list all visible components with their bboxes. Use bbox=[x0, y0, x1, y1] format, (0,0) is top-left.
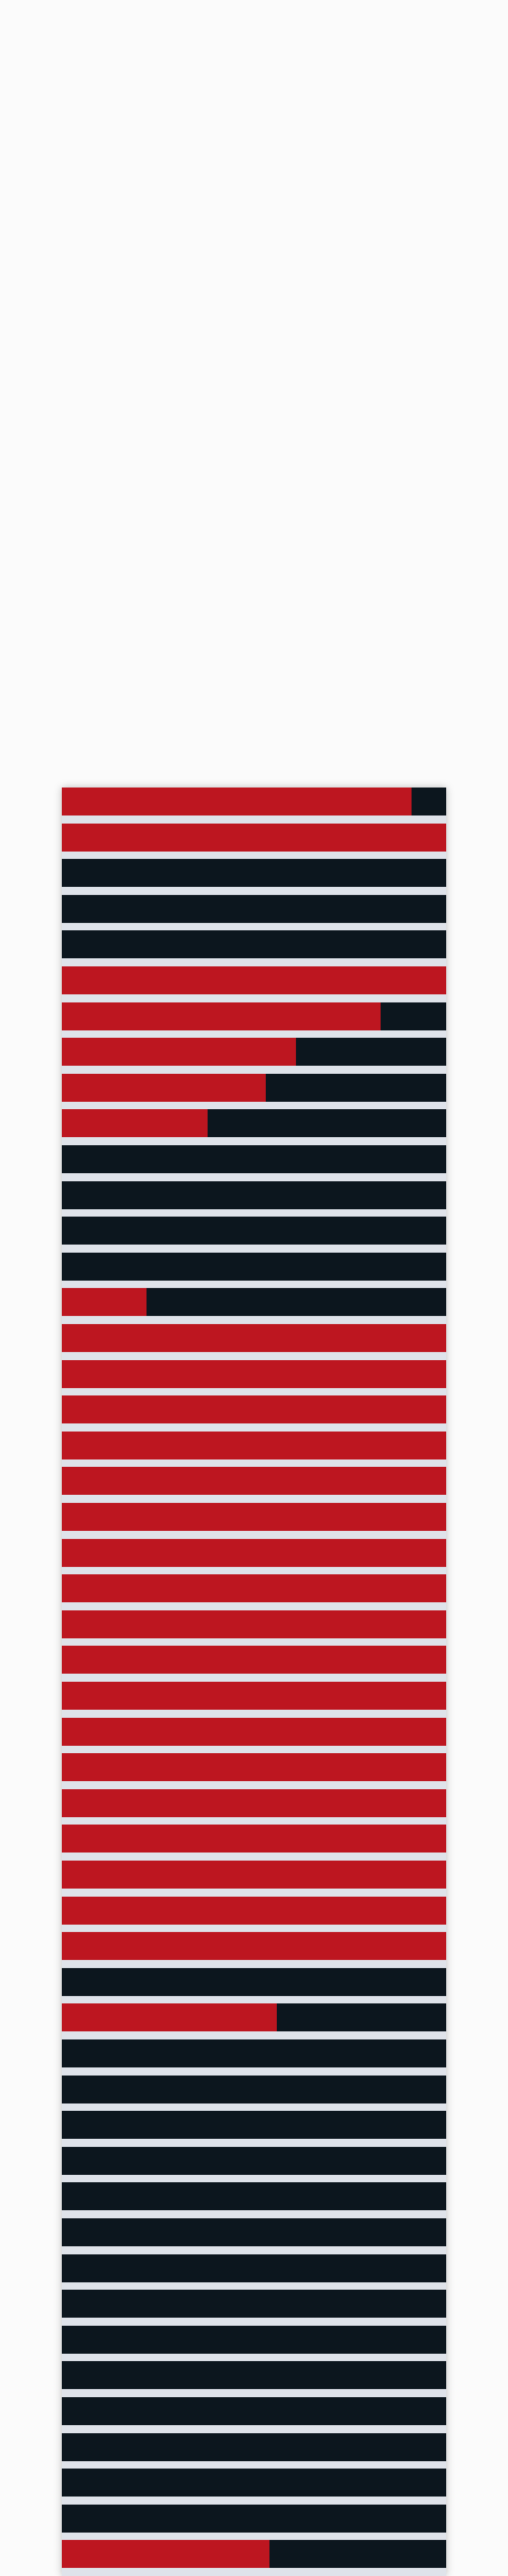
bar-row bbox=[62, 1145, 446, 1173]
bar-row bbox=[62, 2182, 446, 2211]
bar-row bbox=[62, 966, 446, 994]
bar-row bbox=[62, 1788, 446, 1817]
bar-fill bbox=[62, 2003, 278, 2032]
bar-row bbox=[62, 930, 446, 959]
bar-fill bbox=[62, 1073, 266, 1102]
bar-row bbox=[62, 1395, 446, 1424]
bar-fill bbox=[62, 1288, 147, 1317]
bar-fill bbox=[62, 1359, 446, 1388]
bar-fill bbox=[62, 1002, 381, 1030]
bar-row bbox=[62, 2325, 446, 2354]
bar-row bbox=[62, 1002, 446, 1030]
bar-row bbox=[62, 1109, 446, 1138]
bar-fill bbox=[62, 1538, 446, 1567]
bar-fill bbox=[62, 1574, 446, 1603]
bar-fill bbox=[62, 1610, 446, 1638]
bar-row bbox=[62, 1503, 446, 1531]
bar-fill bbox=[62, 2540, 269, 2569]
bar-row bbox=[62, 1932, 446, 1961]
bar-row bbox=[62, 1288, 446, 1317]
bar-row bbox=[62, 2039, 446, 2067]
bar-row bbox=[62, 1682, 446, 1710]
bar-row bbox=[62, 2432, 446, 2461]
bar-fill bbox=[62, 1467, 446, 1496]
bar-fill bbox=[62, 1395, 446, 1424]
bar-row bbox=[62, 2218, 446, 2246]
bar-row bbox=[62, 1073, 446, 1102]
bar-fill bbox=[62, 1646, 446, 1674]
bar-fill bbox=[62, 1717, 446, 1746]
bar-fill bbox=[62, 1109, 208, 1138]
bar-row bbox=[62, 2003, 446, 2032]
bar-row bbox=[62, 1324, 446, 1352]
bar-row bbox=[62, 1038, 446, 1066]
bar-row bbox=[62, 1717, 446, 1746]
bar-row bbox=[62, 2361, 446, 2390]
bar-row bbox=[62, 1217, 446, 1245]
bar-row bbox=[62, 2540, 446, 2569]
bar-row bbox=[62, 2111, 446, 2140]
bar-row bbox=[62, 1181, 446, 1209]
bar-row bbox=[62, 823, 446, 852]
bar-row bbox=[62, 1574, 446, 1603]
bar-row bbox=[62, 894, 446, 923]
bar-row bbox=[62, 1431, 446, 1459]
bar-fill bbox=[62, 1825, 446, 1853]
bar-fill bbox=[62, 1932, 446, 1961]
bar-fill bbox=[62, 1503, 446, 1531]
bar-fill bbox=[62, 1038, 297, 1066]
bar-fill bbox=[62, 1324, 446, 1352]
bar-row bbox=[62, 1538, 446, 1567]
bar-row bbox=[62, 2075, 446, 2103]
bar-row bbox=[62, 2290, 446, 2318]
bar-fill bbox=[62, 788, 412, 815]
bar-row bbox=[62, 1610, 446, 1638]
bar-row bbox=[62, 1359, 446, 1388]
bar-row bbox=[62, 1896, 446, 1925]
bar-row bbox=[62, 1753, 446, 1782]
bar-row bbox=[62, 788, 446, 815]
bar-row bbox=[62, 2469, 446, 2497]
bar-row bbox=[62, 2397, 446, 2425]
bar-row bbox=[62, 1825, 446, 1853]
bar-chart bbox=[62, 788, 446, 2576]
bar-row bbox=[62, 2504, 446, 2533]
bar-fill bbox=[62, 1788, 446, 1817]
bar-row bbox=[62, 859, 446, 888]
bar-fill bbox=[62, 823, 446, 852]
bar-row bbox=[62, 1967, 446, 1996]
bar-fill bbox=[62, 1896, 446, 1925]
bar-fill bbox=[62, 1753, 446, 1782]
bar-row bbox=[62, 1252, 446, 1281]
bar-row bbox=[62, 1467, 446, 1496]
bar-fill bbox=[62, 966, 446, 994]
bar-rows bbox=[62, 788, 446, 2576]
bar-row bbox=[62, 1861, 446, 1889]
bar-row bbox=[62, 1646, 446, 1674]
bar-fill bbox=[62, 1431, 446, 1459]
bar-fill bbox=[62, 1861, 446, 1889]
bar-fill bbox=[62, 1682, 446, 1710]
bar-row bbox=[62, 2254, 446, 2282]
bar-row bbox=[62, 2146, 446, 2175]
